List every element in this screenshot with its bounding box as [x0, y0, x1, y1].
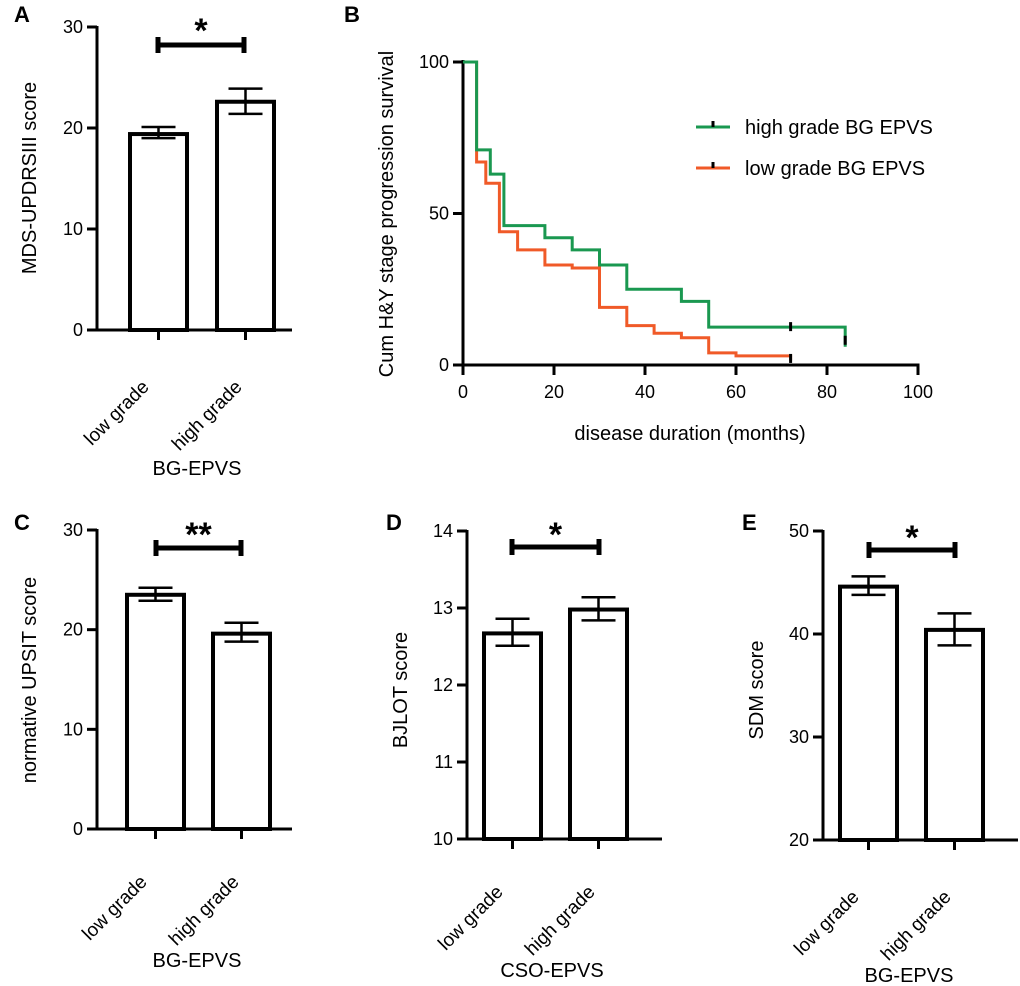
y-tick-label: 50	[429, 204, 449, 224]
y-tick-label: 30	[789, 727, 809, 747]
panel-letter: E	[742, 510, 757, 535]
y-tick-label: 100	[419, 52, 449, 72]
panel-b-survival-chart: B 0 50 100 0 20 40 60 80 100 Cum H&Y stage progres…	[344, 2, 933, 445]
legend-label: high grade BG EPVS	[745, 117, 933, 139]
category-label: high grade	[521, 882, 599, 960]
significance-marker: *	[905, 519, 919, 557]
x-axis-label: BG-EPVS	[153, 950, 242, 972]
survival-curve-low-grade	[463, 60, 793, 361]
category-label: high grade	[877, 887, 955, 965]
y-axis-label: normative UPSIT score	[19, 577, 41, 783]
y-tick-label: 10	[63, 719, 83, 739]
y-tick-label: 11	[434, 752, 453, 772]
panel-letter: C	[14, 510, 30, 535]
x-tick-label: 0	[458, 382, 468, 402]
bar-low-grade	[128, 132, 189, 332]
panel-letter: B	[344, 2, 360, 27]
x-tick-label: 60	[726, 382, 746, 402]
y-tick-label: 20	[63, 118, 83, 138]
category-label: high grade	[165, 872, 243, 950]
y-tick-label: 0	[439, 355, 449, 375]
bar-high-grade	[211, 631, 272, 831]
significance-marker: **	[185, 516, 212, 554]
survival-curve-high-grade	[463, 60, 847, 347]
panel-a-bar-chart: A 0 10 20 30 MDS-UPDRSIII score low grade high …	[14, 2, 292, 480]
bar-high-grade	[568, 607, 629, 841]
panel-letter: A	[14, 2, 30, 27]
y-tick-label: 13	[433, 598, 453, 618]
category-label: high grade	[168, 377, 246, 455]
y-axis-label: MDS-UPDRSIII score	[19, 82, 41, 274]
bar-low-grade	[125, 592, 186, 831]
x-axis-label: disease duration (months)	[574, 423, 805, 445]
bar-low-grade	[482, 631, 543, 841]
y-tick-label: 20	[63, 620, 83, 640]
y-axis-label: BJLOT score	[390, 632, 412, 748]
y-tick-label: 12	[433, 675, 453, 695]
x-tick-label: 40	[635, 382, 655, 402]
x-axis-label: BG-EPVS	[865, 965, 954, 986]
y-tick-label: 0	[73, 819, 83, 839]
x-axis-label: CSO-EPVS	[500, 960, 603, 982]
x-tick-label: 100	[903, 382, 933, 402]
bar-high-grade	[924, 627, 985, 842]
x-tick-label: 80	[817, 382, 837, 402]
y-tick-label: 40	[789, 624, 809, 644]
x-axis-label: BG-EPVS	[153, 458, 242, 480]
y-tick-label: 10	[63, 219, 83, 239]
category-label: low grade	[790, 887, 863, 960]
y-tick-label: 10	[433, 829, 453, 849]
y-tick-label: 30	[63, 520, 83, 540]
bar-high-grade	[215, 99, 276, 332]
y-tick-label: 0	[73, 320, 83, 340]
legend-label: low grade BG EPVS	[745, 158, 925, 180]
x-tick-label: 20	[544, 382, 564, 402]
category-label: low grade	[434, 882, 507, 955]
panel-c-bar-chart: C 0 10 20 30 normative UPSIT score low grade hi…	[14, 510, 292, 972]
panel-letter: D	[386, 510, 402, 535]
y-tick-label: 50	[789, 521, 809, 541]
y-axis-label: SDM score	[746, 641, 768, 740]
bar-low-grade	[838, 584, 899, 842]
category-label: low grade	[80, 377, 153, 450]
category-label: low grade	[78, 872, 151, 945]
y-tick-label: 14	[433, 521, 453, 541]
panel-e-bar-chart: E 20 30 40 50 SDM score low grade high grade * BG…	[742, 510, 1018, 986]
y-axis-label: Cum H&Y stage progression survival	[376, 51, 398, 377]
y-tick-label: 20	[789, 830, 809, 850]
significance-marker: *	[549, 516, 563, 554]
panel-d-bar-chart: D 10 11 12 13 14 BJLOT score low grade high grad…	[386, 510, 662, 982]
y-tick-label: 30	[63, 17, 83, 37]
significance-marker: *	[194, 12, 208, 50]
